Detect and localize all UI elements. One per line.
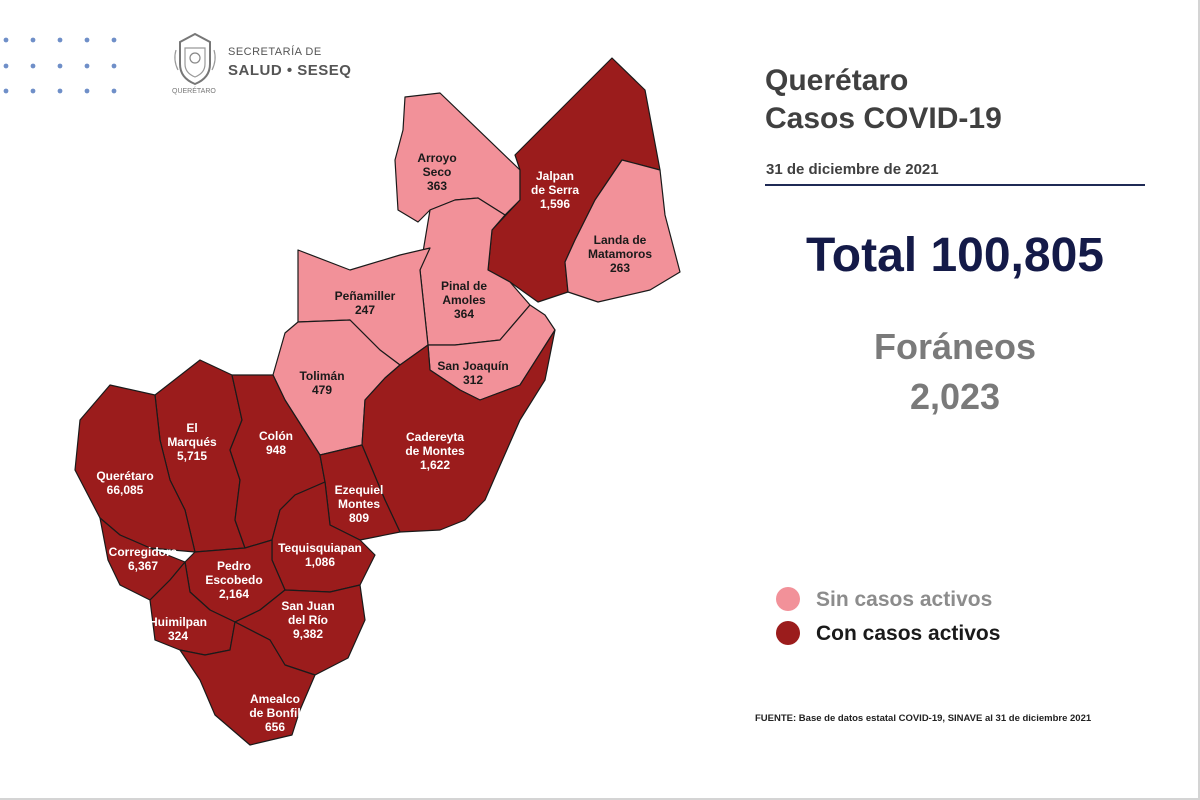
legend-swatch-sin-casos — [776, 587, 800, 611]
label-jalpan-line: 1,596 — [540, 197, 570, 211]
label-ezequiel-line: 809 — [349, 511, 369, 525]
coat-of-arms-icon — [174, 32, 216, 86]
label-landa-line: Matamoros — [588, 247, 652, 261]
label-tequisquiapan: Tequisquiapan 1,086 — [278, 541, 362, 569]
label-pinal-line: 364 — [454, 307, 474, 321]
label-penamiller-line: 247 — [355, 303, 375, 317]
label-colon: Colón 948 — [259, 429, 293, 457]
label-corregidora-line: Corregidora — [109, 545, 178, 559]
legend-label-sin-casos: Sin casos activos — [816, 588, 993, 611]
dot-grid-decoration — [3, 37, 117, 94]
label-pinal-line: Amoles — [442, 293, 486, 307]
label-amealco-line: Amealco — [250, 692, 300, 706]
label-colon-line: Colón — [259, 429, 293, 443]
region-landa[interactable] — [564, 159, 681, 303]
data-source-note: FUENTE: Base de datos estatal COVID-19, … — [755, 713, 1092, 724]
logo-line-1: SECRETARÍA DE — [228, 46, 322, 58]
label-arroyo-seco-line: 363 — [427, 179, 447, 193]
label-arroyo-seco: Arroyo Seco 363 — [417, 151, 456, 193]
label-huimilpan-line: Huimilpan — [149, 615, 207, 629]
label-queretaro: Querétaro 66,085 — [96, 469, 153, 497]
legend-swatch-con-casos — [776, 621, 800, 645]
label-penamiller: Peñamiller 247 — [335, 289, 396, 317]
label-corregidora-line: 6,367 — [128, 559, 158, 573]
label-san-joaquin: San Joaquín 312 — [437, 359, 508, 387]
label-pedro-line: 2,164 — [219, 587, 249, 601]
seseq-logo: SECRETARÍA DE SALUD • SESEQ QUERÉTARO — [172, 30, 372, 98]
label-san-juan-line: 9,382 — [293, 627, 323, 641]
label-huimilpan: Huimilpan 324 — [149, 615, 207, 643]
region-amealco[interactable] — [179, 621, 316, 746]
label-san-juan: San Juan del Río 9,382 — [281, 599, 334, 641]
label-cadereyta-line: 1,622 — [420, 458, 450, 472]
label-cadereyta-line: de Montes — [405, 444, 465, 458]
title-line-1: Querétaro — [765, 64, 909, 97]
label-tequisquiapan-line: Tequisquiapan — [278, 541, 362, 555]
label-huimilpan-line: 324 — [168, 629, 188, 643]
label-corregidora: Corregidora 6,367 — [109, 545, 178, 573]
label-amealco-line: de Bonfil — [249, 706, 300, 720]
label-el-marques-line: 5,715 — [177, 449, 207, 463]
label-pedro-line: Pedro — [217, 559, 251, 573]
label-landa: Landa de Matamoros 263 — [588, 233, 652, 275]
label-san-joaquin-line: San Joaquín — [437, 359, 508, 373]
label-pinal: Pinal de Amoles 364 — [441, 279, 487, 321]
label-cadereyta-line: Cadereyta — [406, 430, 464, 444]
label-toliman: Tolimán 479 — [299, 369, 344, 397]
label-queretaro-line: 66,085 — [107, 483, 144, 497]
total-cases: Total 100,805 — [806, 229, 1104, 282]
label-ezequiel-line: Montes — [338, 497, 380, 511]
label-amealco: Amealco de Bonfil 656 — [249, 692, 300, 734]
label-tequisquiapan-line: 1,086 — [305, 555, 335, 569]
logo-line-3: QUERÉTARO — [172, 88, 216, 95]
label-cadereyta: Cadereyta de Montes 1,622 — [405, 430, 465, 472]
label-pedro: Pedro Escobedo 2,164 — [205, 559, 262, 601]
label-jalpan-line: Jalpan — [536, 169, 574, 183]
legend-label-con-casos: Con casos activos — [816, 622, 1001, 645]
title-divider — [765, 184, 1145, 186]
report-date: 31 de diciembre de 2021 — [766, 161, 939, 178]
label-landa-line: Landa de — [594, 233, 647, 247]
label-pedro-line: Escobedo — [205, 573, 262, 587]
label-landa-line: 263 — [610, 261, 630, 275]
label-arroyo-seco-line: Seco — [423, 165, 452, 179]
label-san-juan-line: del Río — [288, 613, 328, 627]
label-jalpan-line: de Serra — [531, 183, 579, 197]
label-el-marques-line: Marqués — [167, 435, 217, 449]
label-ezequiel-line: Ezequiel — [335, 483, 384, 497]
logo-line-2: SALUD • SESEQ — [228, 62, 352, 79]
title-line-2: Casos COVID-19 — [765, 102, 1002, 135]
label-jalpan: Jalpan de Serra 1,596 — [531, 169, 579, 211]
label-el-marques: El Marqués 5,715 — [167, 421, 217, 463]
page-title: Querétaro Casos COVID-19 — [765, 62, 1002, 138]
label-penamiller-line: Peñamiller — [335, 289, 396, 303]
label-pinal-line: Pinal de — [441, 279, 487, 293]
label-ezequiel: Ezequiel Montes 809 — [335, 483, 384, 525]
label-toliman-line: Tolimán — [299, 369, 344, 383]
label-san-juan-line: San Juan — [281, 599, 334, 613]
foraneos-label: Foráneos — [873, 326, 1037, 367]
foraneos-value: 2,023 — [909, 376, 1001, 417]
label-el-marques-line: El — [186, 421, 197, 435]
label-colon-line: 948 — [266, 443, 286, 457]
label-arroyo-seco-line: Arroyo — [417, 151, 456, 165]
label-toliman-line: 479 — [312, 383, 332, 397]
label-queretaro-line: Querétaro — [96, 469, 153, 483]
label-san-joaquin-line: 312 — [463, 373, 483, 387]
region-queretaro[interactable] — [74, 384, 196, 553]
label-amealco-line: 656 — [265, 720, 285, 734]
